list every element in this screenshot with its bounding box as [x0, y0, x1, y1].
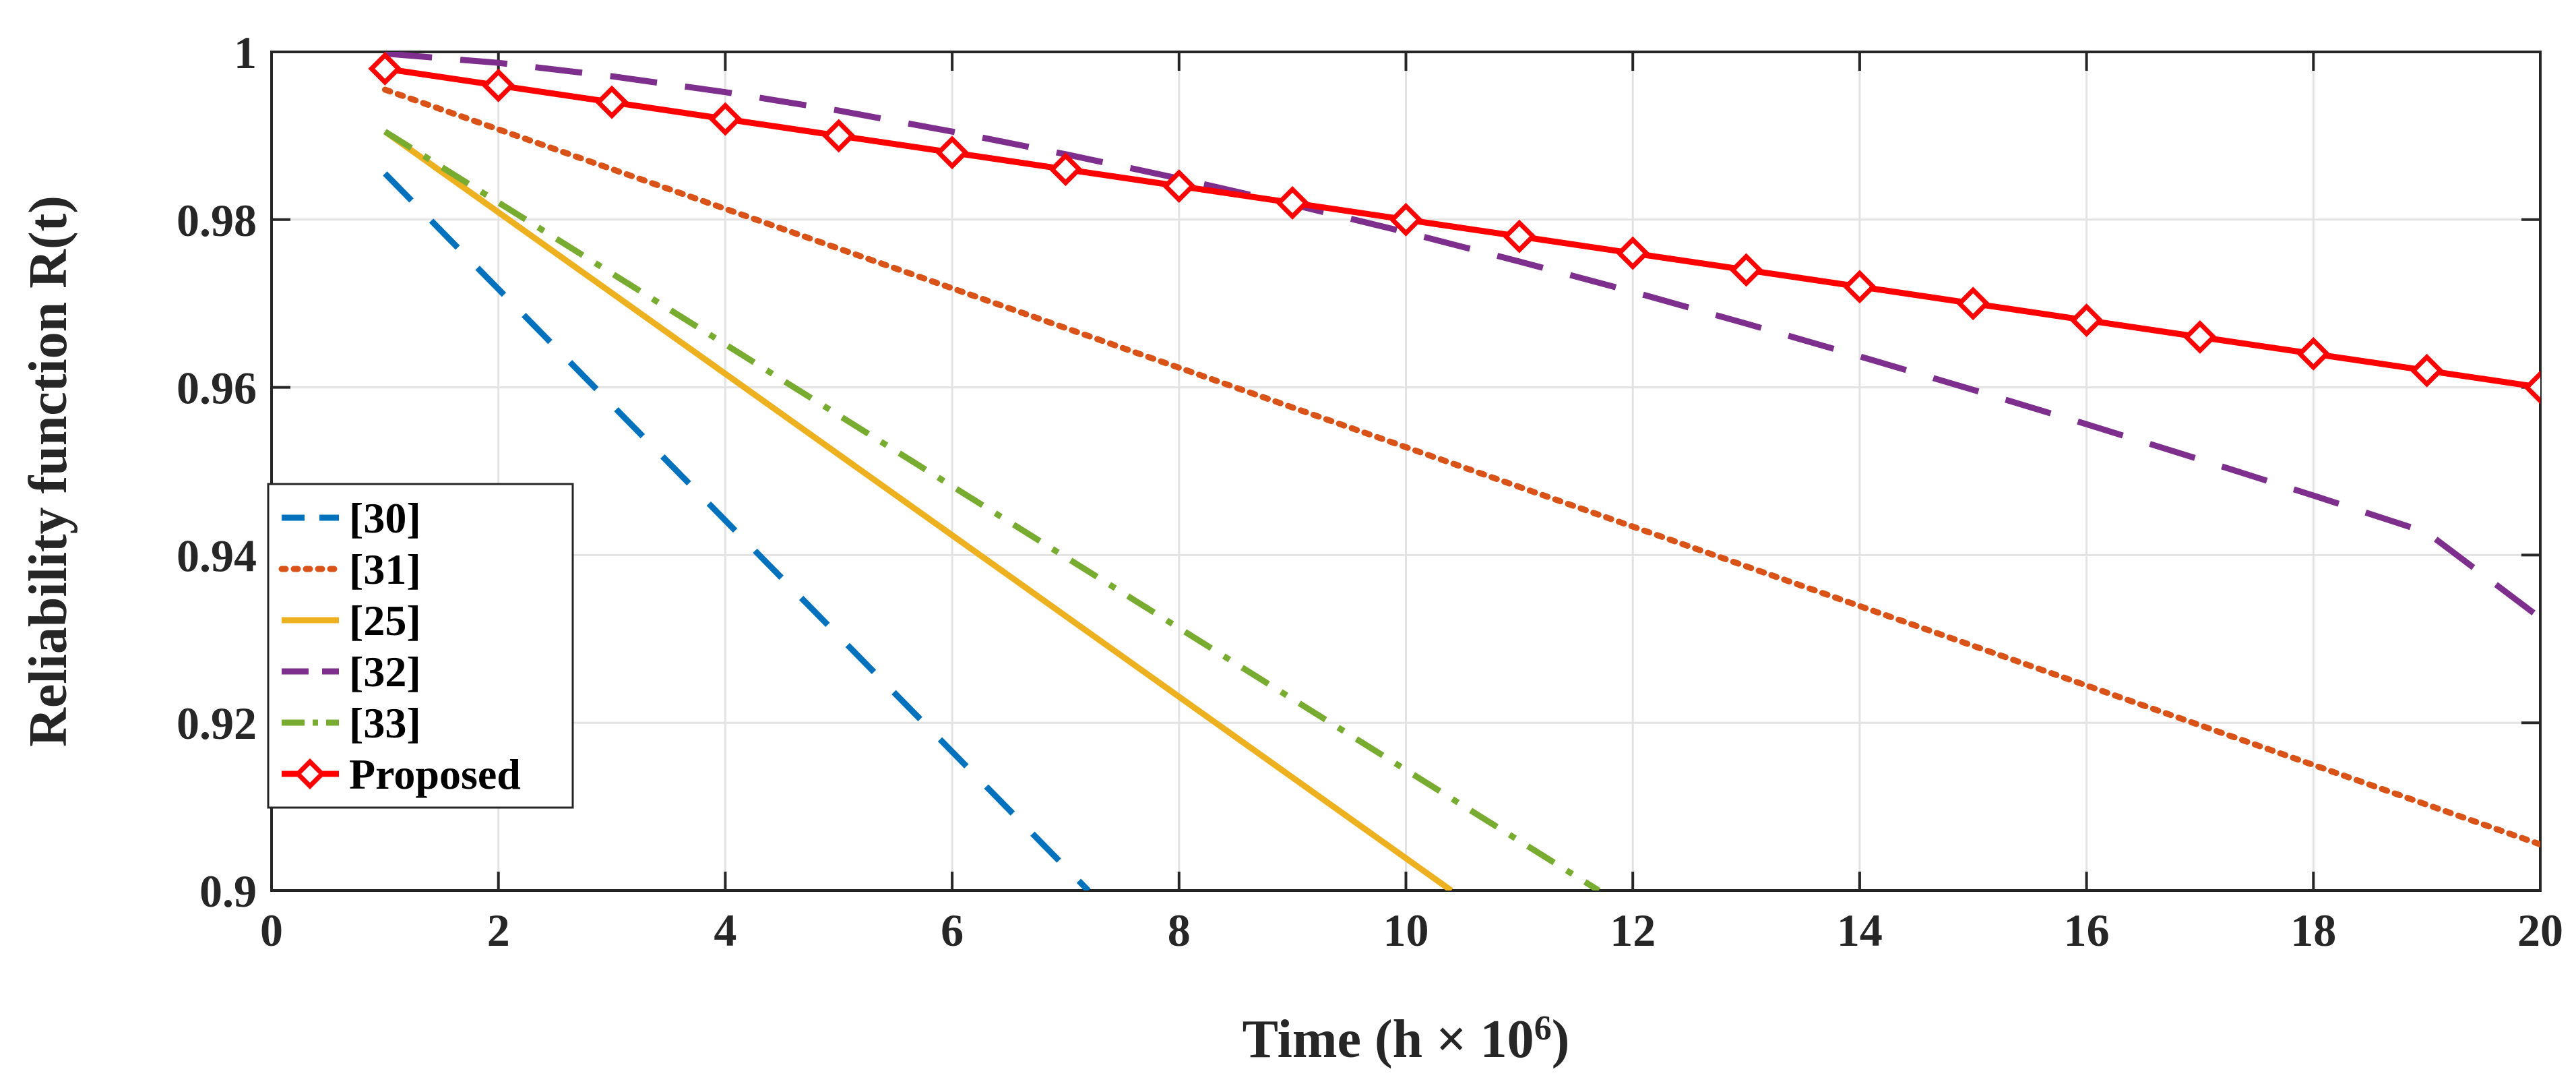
series-line — [381, 86, 2540, 848]
data-point — [821, 119, 856, 153]
data-point — [1729, 253, 1763, 287]
data-point — [2183, 320, 2217, 354]
series-30 — [383, 171, 1091, 891]
data-point — [2296, 336, 2331, 371]
x-axis-title-text: Time (h × 10 — [1243, 1010, 1534, 1069]
series-group — [368, 52, 2540, 891]
x-tick-label: 8 — [1168, 905, 1191, 956]
x-tick-label: 16 — [2064, 905, 2110, 956]
x-tick-label: 4 — [714, 905, 736, 956]
y-axis-title: Reliability function R(t) — [19, 195, 78, 747]
data-point — [1502, 219, 1536, 253]
data-point — [935, 135, 970, 170]
series-25 — [383, 129, 1453, 891]
legend-label: [25] — [349, 597, 421, 644]
y-tick-label: 0.98 — [177, 195, 257, 246]
series-31 — [381, 86, 2540, 848]
data-point — [1162, 169, 1196, 203]
legend-entry: [30] — [282, 494, 421, 542]
data-point — [708, 102, 743, 136]
x-tick-label: 0 — [260, 905, 283, 956]
x-axis-title: Time (h × 106) — [1243, 1009, 1570, 1069]
data-point — [481, 68, 515, 102]
x-tick-label: 10 — [1383, 905, 1429, 956]
x-axis-title-close: ) — [1552, 1010, 1570, 1069]
x-tick-label: 2 — [487, 905, 510, 956]
grid — [270, 51, 2542, 892]
legend-label: Proposed — [349, 750, 521, 798]
series-line — [384, 65, 2540, 391]
data-point — [2523, 370, 2540, 404]
y-tick-label: 0.94 — [177, 530, 257, 581]
legend-label: [32] — [349, 648, 421, 696]
tick-labels: 0 2 4 6 8 10 12 14 16 18 20 0.9 0.92 0.94 0.96 0.98 1 — [177, 27, 2563, 956]
series-line — [385, 52, 2540, 621]
data-point — [1842, 270, 1877, 304]
legend-marker — [294, 758, 325, 789]
series-33 — [383, 129, 1601, 891]
data-point — [1616, 236, 1650, 270]
series-32 — [385, 52, 2540, 621]
series-line — [383, 129, 1601, 891]
data-point — [368, 52, 402, 86]
legend-entry: Proposed — [282, 750, 521, 798]
x-tick-label: 20 — [2517, 905, 2563, 956]
y-tick-label: 0.9 — [199, 866, 257, 917]
y-tick-label: 1 — [234, 27, 257, 78]
data-point — [1389, 202, 1423, 237]
legend-label: [31] — [349, 545, 421, 593]
series-line — [383, 129, 1453, 891]
legend-entry: [25] — [282, 597, 421, 644]
data-point — [1048, 152, 1083, 187]
legend-label: [33] — [349, 699, 421, 747]
y-tick-label: 0.96 — [177, 363, 257, 414]
x-tick-label: 6 — [941, 905, 964, 956]
series-proposed — [368, 52, 2540, 404]
data-point — [1276, 185, 1310, 220]
x-tick-label: 14 — [1837, 905, 1883, 956]
axes — [270, 51, 2542, 892]
legend-entry: [33] — [282, 699, 421, 747]
y-tick-label: 0.92 — [177, 698, 257, 749]
legend-box — [267, 483, 574, 809]
x-tick-label: 12 — [1610, 905, 1656, 956]
legend-entry: [31] — [278, 545, 421, 593]
legend-label: [30] — [349, 494, 421, 542]
data-point — [1956, 286, 1990, 321]
x-axis-title-superscript: 6 — [1534, 1009, 1552, 1048]
series-line — [383, 171, 1091, 891]
data-point — [2069, 303, 2104, 338]
legend-entry: [32] — [282, 648, 421, 696]
data-point — [2410, 353, 2444, 388]
legend: [30][31][25][32][33]Proposed — [267, 483, 574, 809]
data-point — [595, 85, 629, 119]
x-tick-label: 18 — [2290, 905, 2336, 956]
